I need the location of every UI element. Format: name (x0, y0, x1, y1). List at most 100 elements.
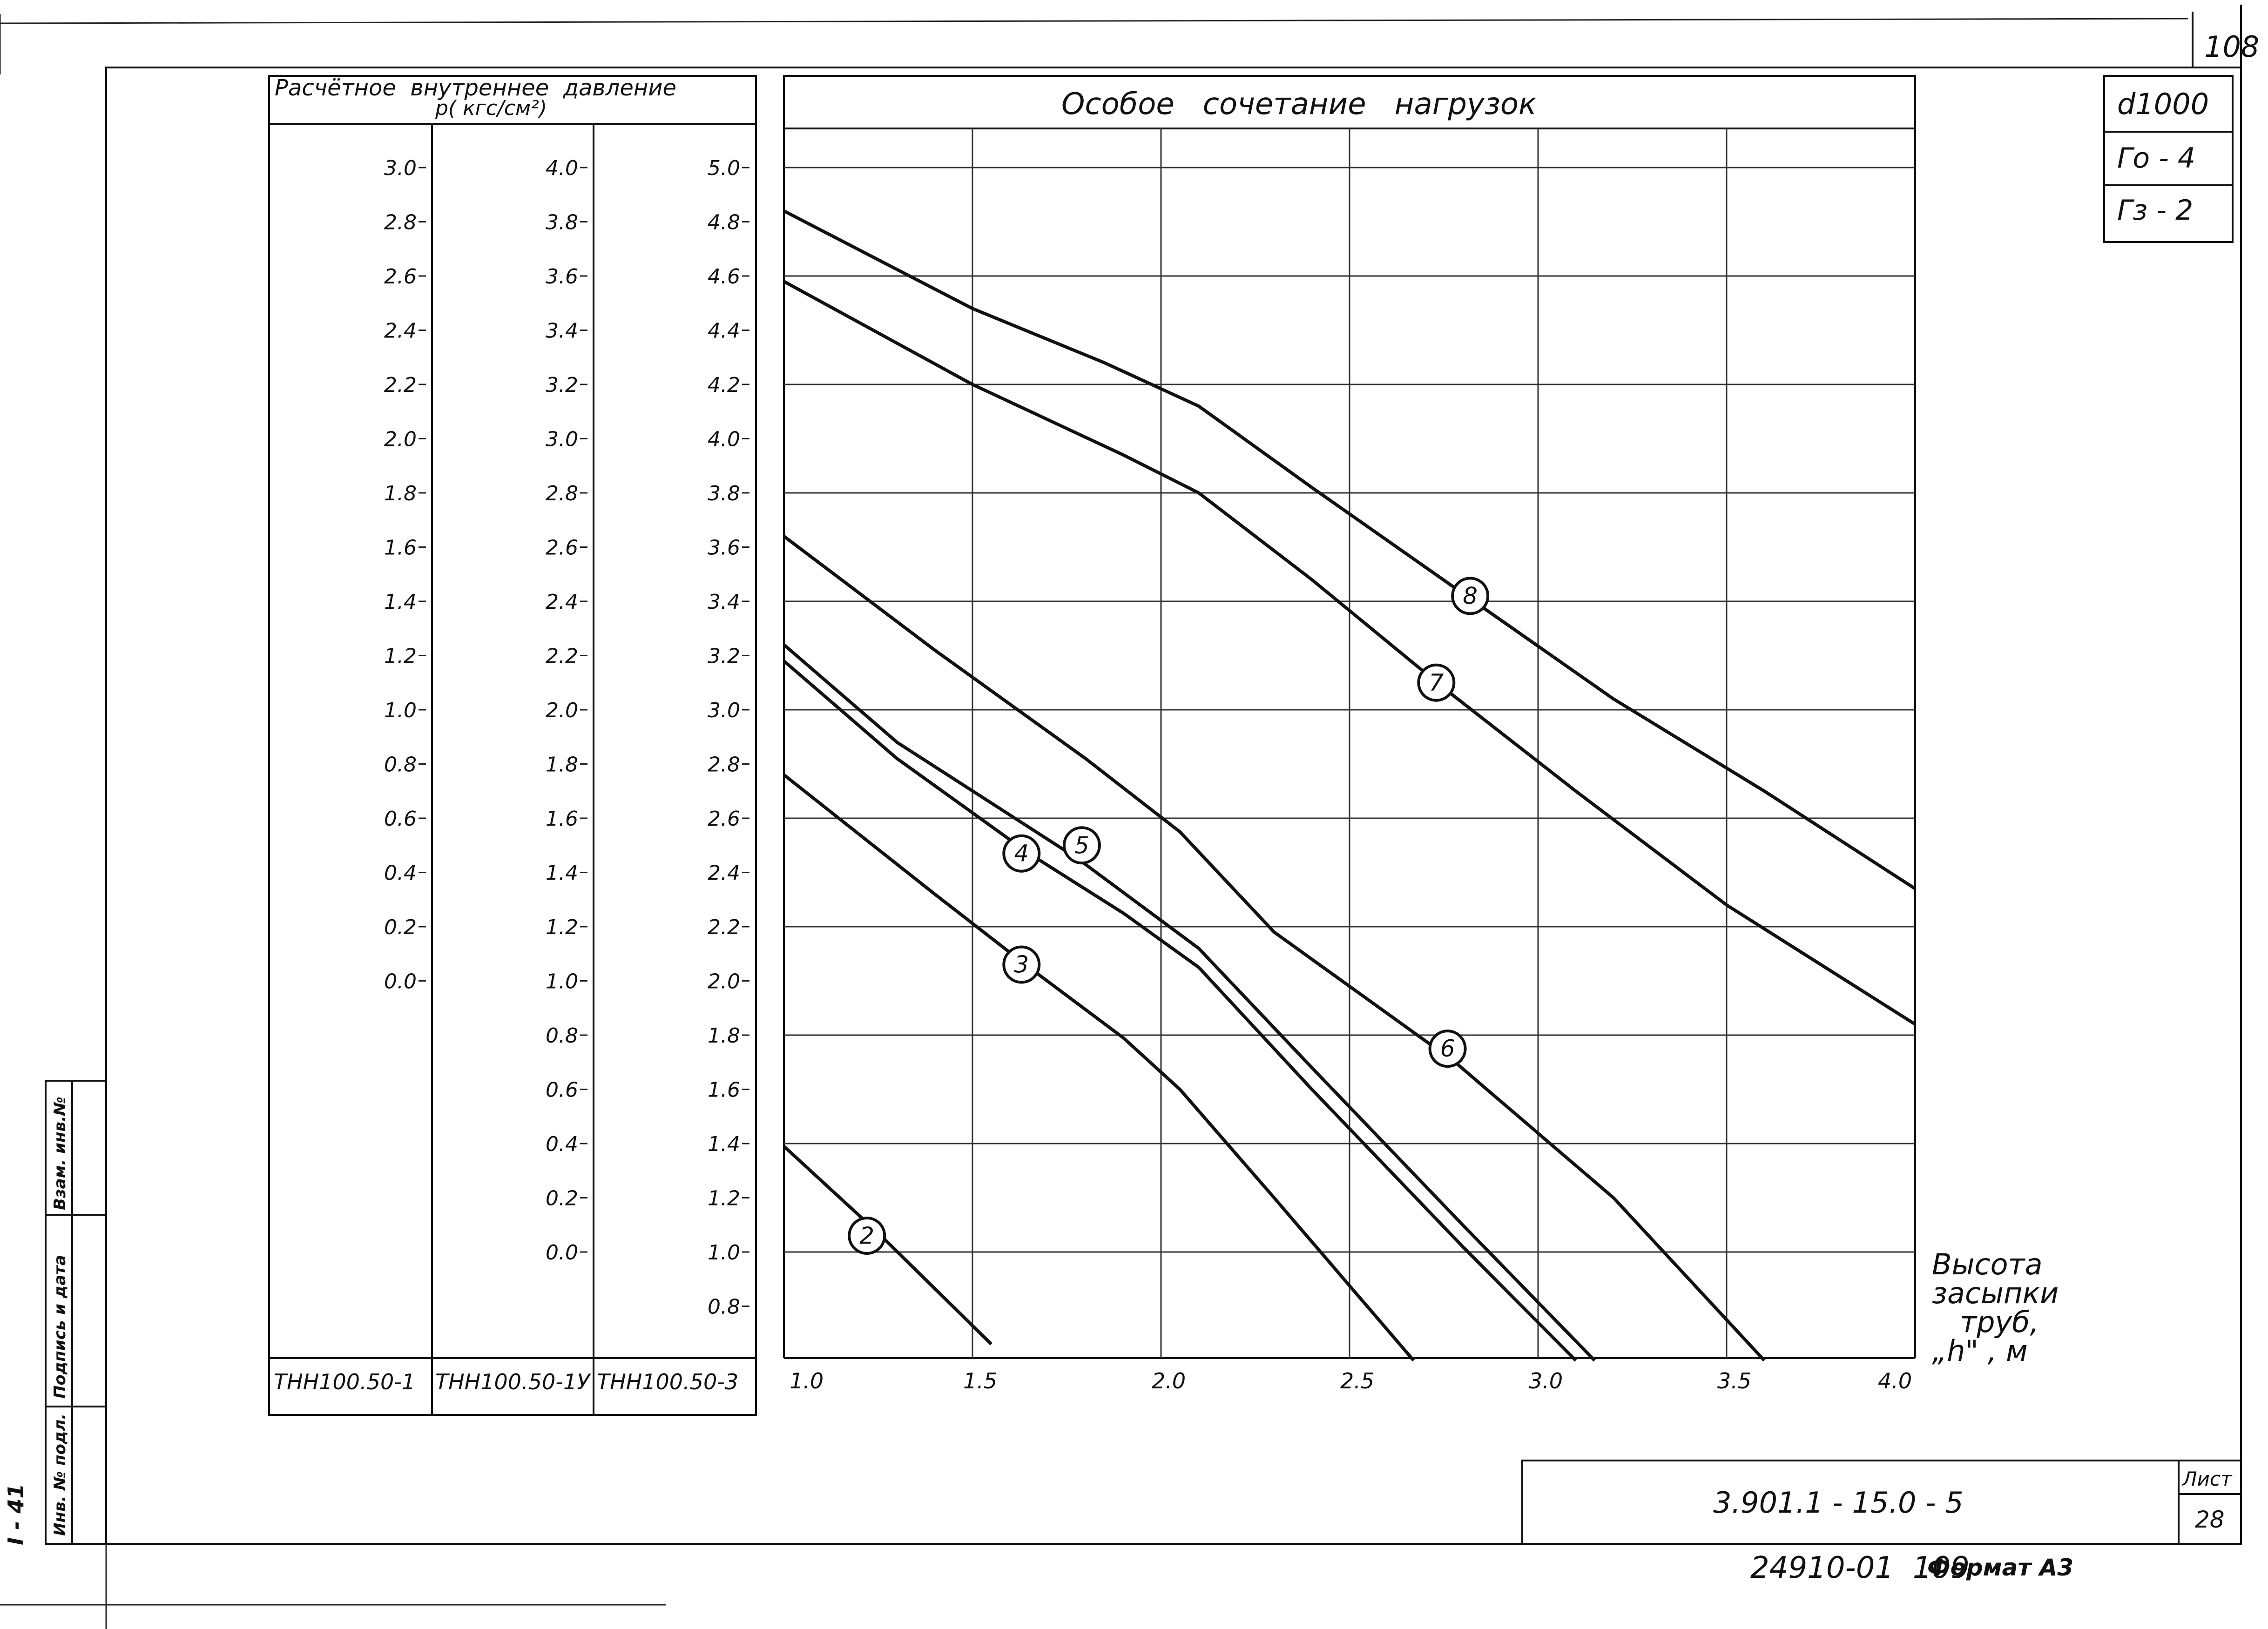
pressure-tick-label: 1.6 (546, 807, 578, 831)
pressure-tick-label: 4.0 (708, 428, 740, 451)
x-tick-label: 1.5 (963, 1368, 997, 1393)
spec-gz: Гз - 2 (2117, 194, 2193, 227)
pressure-tick-label: 2.8 (708, 753, 740, 777)
series-line-5 (783, 643, 1596, 1362)
series-label-text: 4 (1014, 840, 1029, 867)
pressure-tick-label: 1.4 (708, 1132, 740, 1156)
sheet-frame: 108 (0, 5, 2259, 1545)
pressure-tick-label: 2.2 (708, 915, 740, 939)
series-label-5: 5 (1062, 826, 1101, 865)
pressure-tick-label: 0.0 (546, 1241, 578, 1265)
pressure-tick-label: 0.6 (546, 1078, 578, 1102)
side-code: I - 41 (3, 1484, 28, 1545)
series-line-8 (783, 209, 1916, 890)
series-label-text: 8 (1463, 582, 1478, 609)
chart-x-tick-labels: 1.0 1.5 2.0 2.5 3.0 3.5 4.0 (790, 1368, 1912, 1393)
chart-title: Особое сочетание нагрузок (1061, 87, 1537, 121)
pressure-tick-label: 2.6 (384, 265, 417, 289)
series-label-circle (1451, 577, 1490, 615)
pressure-tick-label: 1.6 (708, 1078, 740, 1102)
series-label-circle (1002, 834, 1041, 873)
series-label-circle (1062, 826, 1101, 865)
x-tick-label: 2.0 (1152, 1368, 1186, 1393)
pressure-tick-label: 1.0 (384, 699, 417, 722)
x-tick-label: 2.5 (1340, 1368, 1374, 1393)
pressure-tick-label: 3.8 (708, 482, 740, 505)
series-label-8: 8 (1451, 577, 1490, 615)
pressure-tick-label: 1.4 (384, 590, 417, 614)
scale-name-1: ТНН100.50-1 (274, 1369, 415, 1394)
chart: Особое сочетание нагрузок 1.0 1.5 2.0 2.5 3.… (783, 75, 2059, 1393)
series-line-6 (783, 535, 1766, 1362)
pressure-tick-label: 1.4 (546, 862, 578, 885)
series-line-4 (783, 660, 1577, 1362)
pressure-tick-label: 3.2 (708, 645, 740, 668)
pressure-tick-label: 0.8 (546, 1024, 578, 1048)
pressure-tick-label: 3.4 (546, 319, 578, 343)
pressure-scale-ticks: 3.0 2.8 2.6 2.4 2.2 2.0 1.8 1.6 1.4 1.2 1.0 0.8 0.6 0… (274, 156, 749, 1394)
footer-format: Формат А3 (1927, 1554, 2073, 1581)
pressure-tick-label: 3.6 (708, 536, 740, 560)
pressure-tick-label: 1.8 (546, 753, 578, 777)
pressure-tick-label: 5.0 (708, 156, 740, 180)
series-label-circle (1002, 945, 1041, 984)
document-code: 3.901.1 - 15.0 - 5 (1713, 1486, 1964, 1520)
sheet-label: Лист (2181, 1467, 2233, 1490)
pressure-tick-label: 2.0 (708, 970, 740, 994)
outer-border (105, 67, 2242, 1545)
pressure-tick-label: 2.0 (384, 428, 417, 451)
side-stamp-inventory: Инв. № подл. (51, 1414, 69, 1536)
x-axis-title-line4: „h" , м (1932, 1334, 2028, 1368)
pressure-tick-label: 1.8 (708, 1024, 740, 1048)
pressure-tick-label: 0.8 (708, 1295, 740, 1319)
pressure-tick-label: 2.4 (546, 590, 578, 614)
pressure-table-border (268, 75, 757, 1416)
pressure-tick-label: 0.2 (384, 915, 417, 939)
series-line-7 (783, 280, 1916, 1026)
spec-diameter: d1000 (2117, 87, 2209, 121)
pressure-tick-label: 4.8 (708, 211, 740, 235)
x-axis-title: Высота засыпки труб, „h" , м (1932, 1247, 2059, 1368)
series-label-6: 6 (1428, 1030, 1467, 1068)
spec-go: Го - 4 (2117, 142, 2195, 175)
series-label-text: 2 (859, 1222, 874, 1249)
pressure-tick-label: 1.0 (708, 1241, 740, 1265)
pressure-tick-label: 3.6 (546, 265, 578, 289)
series-label-4: 4 (1002, 834, 1041, 873)
pressure-tick-label: 0.2 (546, 1187, 578, 1211)
pressure-tick-label: 2.8 (384, 211, 417, 235)
pressure-tick-label: 0.0 (384, 970, 417, 994)
pressure-tick-label: 3.0 (546, 428, 578, 451)
series-label-text: 6 (1440, 1035, 1455, 1062)
pressure-tick-label: 0.6 (384, 807, 417, 831)
pressure-tick-label: 2.2 (384, 373, 417, 397)
side-stamp-replace: Взам. инв.№ (51, 1097, 69, 1210)
side-stamp-border (45, 1080, 107, 1545)
pressure-tick-label: 3.0 (708, 699, 740, 722)
footer-code: 24910-01 109 (1750, 1551, 1970, 1585)
pressure-tick-label: 4.0 (546, 156, 578, 180)
pressure-tick-label: 2.4 (708, 862, 740, 885)
pressure-tick-label: 1.2 (546, 915, 578, 939)
pressure-tick-label: 1.2 (708, 1187, 740, 1211)
pressure-tick-label: 4.2 (708, 373, 740, 397)
pressure-tick-label: 4.4 (708, 319, 740, 343)
x-axis-title-line2: засыпки (1932, 1276, 2059, 1310)
sheet-number: 28 (2195, 1506, 2225, 1533)
pressure-tick-label: 0.4 (384, 862, 417, 885)
pressure-tick-label: 3.0 (384, 156, 417, 180)
pressure-tick-label: 3.2 (546, 373, 578, 397)
pressure-tick-label: 4.6 (708, 265, 740, 289)
pressure-tick-label: 2.0 (546, 699, 578, 722)
series-label-circle (1428, 1030, 1467, 1068)
pressure-tick-label: 1.6 (384, 536, 417, 560)
series-label-circle (1417, 663, 1456, 702)
sheet-corner-number: 108 (2204, 30, 2259, 64)
x-tick-label: 4.0 (1878, 1368, 1912, 1393)
series-label-text: 5 (1074, 832, 1089, 859)
pressure-tick-label: 2.2 (546, 645, 578, 668)
series-label-3: 3 (1002, 945, 1041, 984)
series-line-2 (783, 1145, 992, 1346)
pressure-tick-label: 0.4 (546, 1132, 578, 1156)
chart-grid (783, 128, 1916, 1359)
